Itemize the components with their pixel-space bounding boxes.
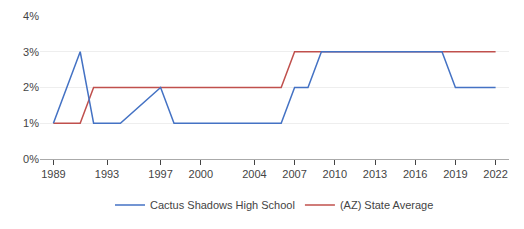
svg-text:2013: 2013	[363, 168, 387, 180]
svg-text:2019: 2019	[443, 168, 467, 180]
svg-text:1989: 1989	[41, 168, 65, 180]
svg-text:1%: 1%	[23, 117, 39, 129]
svg-text:2004: 2004	[242, 168, 266, 180]
svg-text:3%: 3%	[23, 46, 39, 58]
svg-text:Cactus Shadows High School: Cactus Shadows High School	[150, 199, 295, 211]
svg-text:2%: 2%	[23, 81, 39, 93]
svg-text:2022: 2022	[483, 168, 507, 180]
svg-text:(AZ) State Average: (AZ) State Average	[340, 199, 433, 211]
svg-text:2007: 2007	[282, 168, 306, 180]
svg-text:4%: 4%	[23, 10, 39, 22]
svg-text:1993: 1993	[95, 168, 119, 180]
svg-text:2000: 2000	[189, 168, 213, 180]
svg-text:0%: 0%	[23, 153, 39, 165]
svg-text:2010: 2010	[323, 168, 347, 180]
svg-text:1997: 1997	[148, 168, 172, 180]
svg-text:2016: 2016	[403, 168, 427, 180]
